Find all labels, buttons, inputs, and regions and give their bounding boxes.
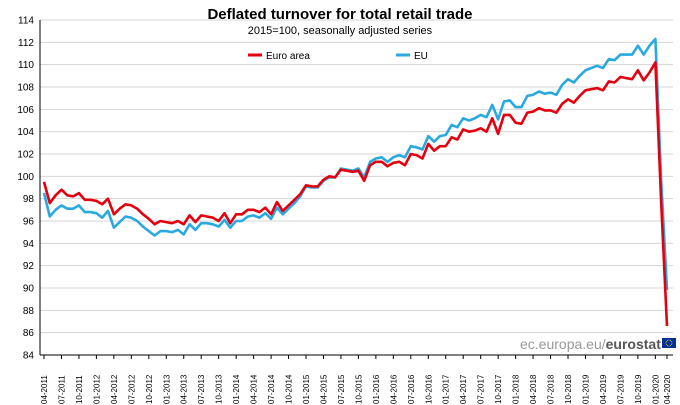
legend-label-euro-area: Euro area (266, 51, 310, 62)
y-tick-label: 84 (23, 351, 35, 362)
y-tick-label: 94 (23, 239, 35, 250)
x-tick-label: 04-2013 (180, 374, 189, 404)
x-tick-labels: 04-2011 07-2011 10-2011 01-2012 04-2012 07-20… (40, 355, 672, 404)
x-tick-label: 01-2015 (302, 374, 311, 404)
flag-star (670, 339, 671, 341)
flag-star (665, 341, 667, 342)
y-tick-label: 98 (23, 194, 35, 205)
x-tick-label: 01-2012 (92, 374, 101, 404)
flag-star (671, 344, 673, 345)
x-tick-label: 10-2011 (75, 375, 84, 404)
flag-star (667, 345, 668, 347)
y-tick-label: 102 (17, 150, 34, 161)
x-tick-label: 04-2019 (599, 374, 608, 404)
x-tick-label: 10-2018 (564, 374, 573, 404)
x-tick-label: 01-2018 (512, 374, 521, 404)
x-tick-label: 04-2017 (459, 374, 468, 404)
x-tick-label: 07-2012 (127, 374, 136, 404)
y-tick-labels: 84 86 88 90 92 94 96 98 100 102 104 106 108 110 112 114 (17, 16, 34, 362)
eu-flag-icon (662, 338, 676, 348)
x-tick-label: 07-2018 (547, 374, 556, 404)
flag-star (667, 339, 668, 341)
flag-star (671, 342, 673, 344)
x-tick-label: 07-2019 (616, 374, 625, 404)
x-tick-label: 04-2012 (110, 374, 119, 404)
x-tick-label: 04-2015 (319, 374, 328, 404)
y-tick-label: 104 (17, 127, 34, 138)
series-line-eu (42, 37, 669, 291)
axes (39, 20, 673, 356)
x-tick-label: 01-2014 (232, 374, 241, 404)
flag-star (668, 339, 670, 341)
x-tick-label: 04-2018 (529, 374, 538, 404)
eurostat-watermark: ec.europa.eu/eurostat (520, 336, 676, 352)
y-tick-label: 112 (18, 38, 34, 49)
legend-label-eu: EU (414, 51, 428, 62)
flag-star (668, 345, 670, 347)
x-tick-label: 04-2014 (250, 374, 259, 404)
x-tick-label: 04-2011 (40, 375, 49, 404)
x-tick-label: 04-2020 (663, 374, 672, 404)
series-line-euro-area (42, 61, 669, 327)
series-lines (42, 37, 669, 327)
x-tick-label: 01-2019 (581, 374, 590, 404)
x-tick-label: 10-2016 (424, 374, 433, 404)
flag-star (665, 342, 667, 344)
y-tick-label: 92 (23, 261, 35, 272)
chart-title: Deflated turnover for total retail trade (207, 6, 473, 23)
y-tick-label: 106 (17, 105, 34, 116)
x-tick-label: 10-2012 (145, 374, 154, 404)
x-tick-label: 01-2020 (651, 374, 660, 404)
x-tick-label: 10-2015 (354, 374, 363, 404)
legend: Euro area EU (248, 51, 428, 62)
y-tick-label: 110 (18, 60, 34, 71)
x-tick-label: 10-2019 (634, 374, 643, 404)
flag-star (670, 345, 671, 347)
x-tick-label: 10-2017 (494, 374, 503, 404)
x-tick-label: 01-2017 (442, 374, 451, 404)
chart-subtitle: 2015=100, seasonally adjusted series (247, 25, 433, 37)
flag-star (671, 341, 673, 342)
y-tick-label: 114 (18, 16, 34, 27)
x-tick-label: 07-2014 (267, 374, 276, 404)
x-tick-label: 01-2013 (162, 374, 171, 404)
y-tick-label: 90 (23, 284, 35, 295)
y-tick-label: 88 (23, 306, 35, 317)
flag-star (665, 344, 667, 345)
x-tick-label: 07-2016 (407, 374, 416, 404)
x-tick-label: 07-2011 (57, 375, 66, 404)
y-tick-label: 108 (17, 83, 34, 94)
x-tick-label: 01-2016 (372, 374, 381, 404)
x-tick-label: 04-2016 (389, 374, 398, 404)
x-tick-label: 07-2013 (197, 374, 206, 404)
gridlines (40, 19, 673, 356)
watermark-domain: ec.europa.eu/eurostat (520, 336, 661, 352)
x-tick-label: 07-2015 (337, 374, 346, 404)
y-tick-label: 96 (23, 217, 35, 228)
x-tick-label: 10-2014 (285, 374, 294, 404)
y-tick-label: 86 (23, 328, 35, 339)
y-tick-label: 100 (17, 172, 34, 183)
x-tick-label: 10-2013 (215, 374, 224, 404)
x-tick-label: 07-2017 (477, 374, 486, 404)
